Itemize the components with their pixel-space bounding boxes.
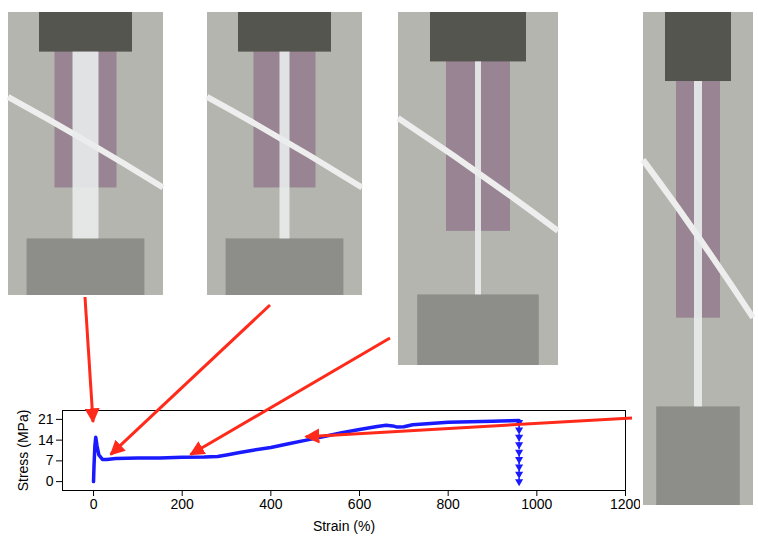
svg-text:200: 200 <box>171 496 195 512</box>
svg-text:Stress (MPa): Stress (MPa) <box>15 410 31 492</box>
svg-text:0: 0 <box>46 473 54 489</box>
svg-text:21: 21 <box>38 411 54 427</box>
svg-text:600: 600 <box>348 496 372 512</box>
svg-text:1000: 1000 <box>521 496 552 512</box>
svg-text:14: 14 <box>38 432 54 448</box>
svg-text:400: 400 <box>259 496 283 512</box>
svg-text:Strain (%): Strain (%) <box>313 518 375 534</box>
svg-text:800: 800 <box>436 496 460 512</box>
svg-text:0: 0 <box>90 496 98 512</box>
svg-text:1200: 1200 <box>610 496 640 512</box>
svg-text:7: 7 <box>46 452 54 468</box>
